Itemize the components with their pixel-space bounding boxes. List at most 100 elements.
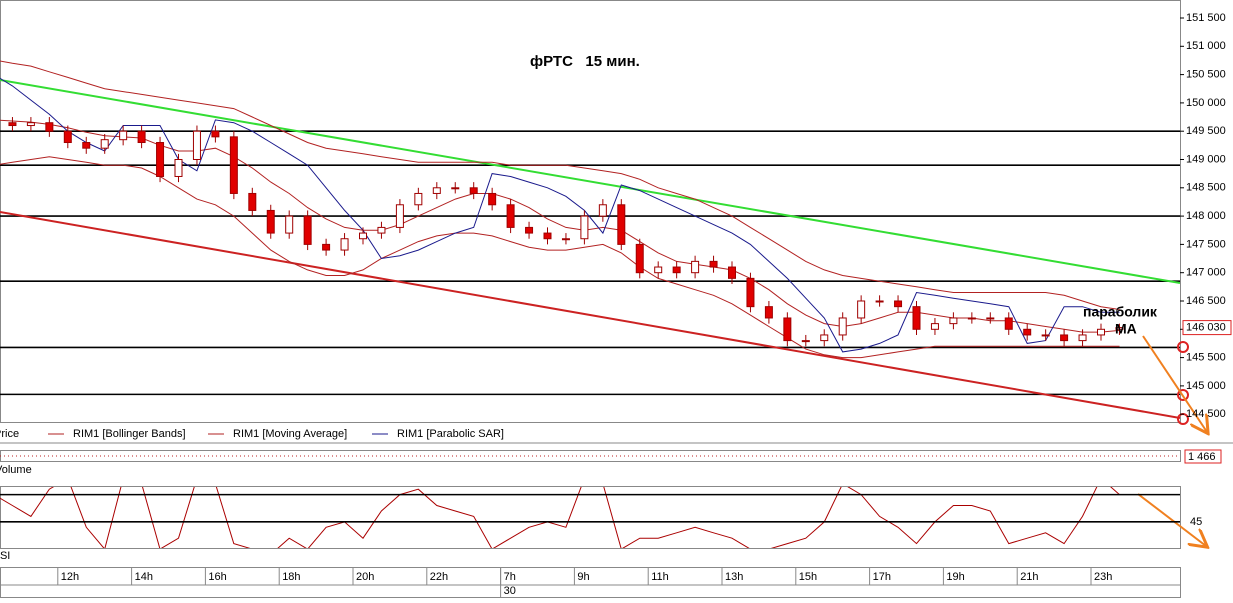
candle-body (1115, 327, 1124, 330)
candle-body (82, 142, 91, 149)
last-price-label: 146 030 (1186, 321, 1226, 333)
x-tick-label: 15h (799, 571, 817, 583)
x-tick-label: 20h (356, 571, 374, 583)
x-tick-label: 19h (946, 571, 964, 583)
x-tick-label: 7h (504, 571, 516, 583)
candle-body (8, 122, 17, 127)
annotation: параболик (1083, 304, 1158, 320)
y-tick-label: 147 000 (1186, 267, 1226, 279)
candle-body (322, 243, 331, 251)
candle-body (248, 192, 257, 211)
rsi-panel (0, 486, 1181, 549)
candle-body (1060, 334, 1069, 342)
candle-body (764, 306, 773, 319)
candle-body (266, 209, 275, 234)
rsi-line (0, 487, 1120, 548)
candle-body (119, 130, 128, 141)
trend-line (0, 211, 1180, 419)
candle-body (746, 277, 755, 308)
candle-body (709, 260, 718, 268)
candle-body (229, 136, 238, 194)
candle-body (506, 204, 515, 228)
x-tick-label: 21h (1020, 571, 1038, 583)
candle-body (303, 215, 312, 245)
candle-body (63, 130, 72, 144)
last-price-box (1182, 320, 1232, 336)
candle-body (580, 215, 589, 240)
candle-body (525, 226, 534, 234)
x-tick-label: 13h (725, 571, 743, 583)
marker-circle (1177, 341, 1189, 353)
candle-body (801, 340, 810, 343)
arrow (1142, 335, 1207, 432)
y-tick-label: 149 500 (1186, 125, 1226, 137)
candle-body (543, 232, 552, 240)
candle-body (340, 238, 349, 251)
day-label: 30 (504, 585, 516, 597)
bollinger-upper (0, 60, 1120, 310)
candle-body (432, 187, 441, 194)
x-tick-label: 11h (651, 571, 669, 583)
candle-body (894, 300, 903, 308)
candle-body (137, 130, 146, 144)
y-tick-label: 148 000 (1186, 210, 1226, 222)
y-tick-label: 149 000 (1186, 153, 1226, 165)
candle-body (1078, 334, 1087, 342)
candle-body (1023, 328, 1032, 336)
candle-body (100, 139, 109, 149)
candle-body (414, 192, 423, 206)
candle-body (451, 187, 460, 190)
candle-body (967, 317, 976, 320)
candle-body (912, 306, 921, 330)
legend-label: RIM1 [Bollinger Bands] (73, 428, 186, 440)
candle-body (1041, 334, 1050, 337)
x-tick-label: 9h (577, 571, 589, 583)
candle-body (1004, 317, 1013, 330)
candle-body (654, 266, 663, 274)
candle-body (377, 226, 386, 234)
candle-body (635, 243, 644, 274)
candle-body (838, 317, 847, 336)
y-tick-label: 145 500 (1186, 351, 1226, 363)
candle-body (986, 317, 995, 320)
candle-body (783, 317, 792, 342)
candle-body (359, 232, 367, 240)
candle-body (45, 122, 54, 132)
chart-title: фРТС 15 мин. (530, 53, 640, 70)
candle-body (672, 266, 681, 274)
moving-average (0, 119, 1120, 333)
candle-body (561, 238, 570, 241)
y-tick-label: 150 000 (1186, 97, 1226, 109)
candle-body (728, 266, 736, 279)
x-tick-label: 12h (61, 571, 79, 583)
y-tick-label: 150 500 (1186, 69, 1226, 81)
candle-body (949, 317, 958, 325)
legend-label: RIM1 [Moving Average] (233, 428, 347, 440)
x-tick-label: 14h (135, 571, 153, 583)
candle-body (1097, 328, 1105, 336)
y-tick-label: 146 500 (1186, 295, 1226, 307)
x-tick-label: 22h (430, 571, 448, 583)
candle-body (395, 204, 404, 228)
candle-body (192, 130, 201, 160)
x-tick-label: 23h (1094, 571, 1112, 583)
candle-body (875, 300, 884, 303)
y-tick-label: 151 500 (1186, 12, 1226, 24)
candle-body (598, 204, 607, 217)
x-tick-label: 17h (873, 571, 891, 583)
candle-body (930, 323, 939, 330)
candle-body (820, 334, 829, 342)
y-tick-label: 147 500 (1186, 238, 1226, 250)
candle-body (469, 187, 478, 194)
volume-last-box (1184, 449, 1222, 464)
annotation: MA (1115, 321, 1137, 337)
volume-last-label: 1 466 (1188, 451, 1216, 463)
volume-label: Volume (0, 464, 32, 476)
candle-body (174, 158, 183, 177)
candle-body (857, 300, 866, 319)
trend-line (0, 78, 1180, 284)
y-tick-label: 144 500 (1186, 408, 1226, 420)
legend-label: RIM1 [Parabolic SAR] (397, 428, 504, 440)
bollinger-lower (0, 156, 1120, 359)
